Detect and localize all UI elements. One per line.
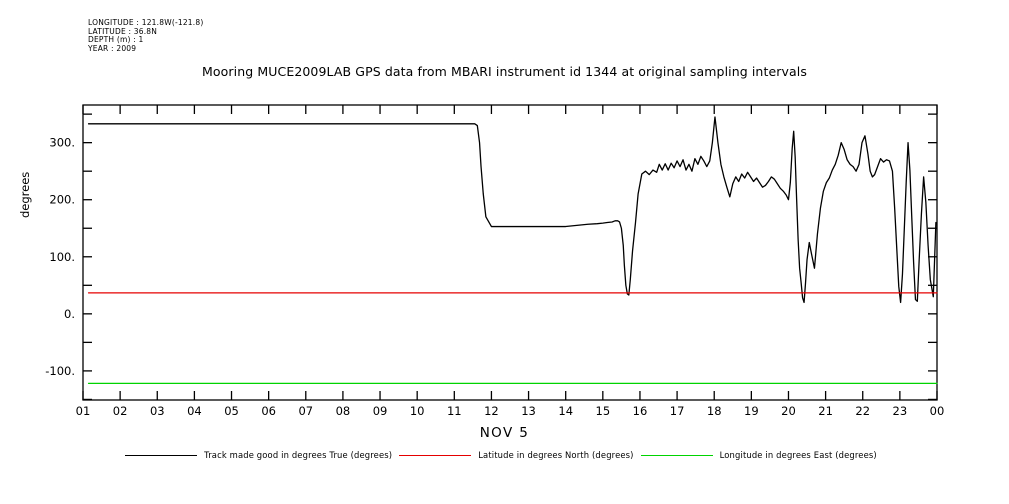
x-axis-tick-label: 23 — [893, 404, 908, 418]
y-axis-tick-label: 300. — [49, 136, 75, 150]
x-axis-label: NOV 5 — [479, 425, 530, 441]
x-axis-tick-label: 06 — [261, 404, 276, 418]
metadata-year: YEAR : 2009 — [88, 43, 137, 53]
x-axis-tick-label: 21 — [818, 404, 833, 418]
x-axis-tick-label: 20 — [781, 404, 796, 418]
x-axis-tick-label: 11 — [447, 404, 462, 418]
data-series-line — [87, 116, 937, 304]
x-axis-tick-label: 13 — [521, 404, 536, 418]
y-axis-tick-label: -100. — [45, 364, 75, 378]
legend-color-swatch — [125, 454, 198, 456]
series-group — [87, 116, 938, 384]
y-axis-tick-label: 200. — [49, 193, 75, 207]
x-axis-tick-label: 08 — [336, 404, 351, 418]
x-axis-tick-label: 15 — [596, 404, 611, 418]
x-axis-tick-label: 09 — [373, 404, 388, 418]
legend-label: Track made good in degrees True (degrees… — [204, 450, 393, 460]
legend-color-swatch — [399, 454, 472, 456]
x-axis-tick-label: 10 — [410, 404, 425, 418]
x-axis-tick-label: 03 — [150, 404, 165, 418]
x-axis-tick-label: 01 — [76, 404, 91, 418]
legend-item: Track made good in degrees True (degrees… — [125, 450, 399, 460]
x-axis-tick-label: 14 — [558, 404, 573, 418]
x-axis-tick-label: 00 — [930, 404, 945, 418]
legend-item: Latitude in degrees North (degrees) — [399, 450, 640, 460]
y-axis-tick-label: 0. — [64, 307, 75, 321]
x-axis-tick-label: 05 — [224, 404, 239, 418]
x-axis-tick-label: 02 — [113, 404, 128, 418]
legend-label: Longitude in degrees East (degrees) — [719, 450, 877, 460]
x-axis-tick-label: 22 — [855, 404, 870, 418]
plot-frame — [82, 104, 938, 401]
x-axis-tick-label: 17 — [670, 404, 685, 418]
tick-label-group: 300. 200. 100. 0. -100. 01 02 03 04 05 06 07 08 09 10 1… — [45, 136, 944, 418]
legend-color-swatch — [640, 454, 713, 456]
y-axis-tick-label: 100. — [49, 250, 75, 264]
legend-item: Longitude in degrees East (degrees) — [640, 450, 884, 460]
x-axis-tick-label: 16 — [633, 404, 648, 418]
metadata-longitude: LONGITUDE : 121.8W(-121.8) — [88, 18, 204, 27]
legend-label: Latitude in degrees North (degrees) — [478, 450, 634, 460]
axes-group — [82, 104, 938, 401]
chart-title: Mooring MUCE2009LAB GPS data from MBARI … — [202, 64, 807, 79]
metadata-latitude: LATITUDE : 36.8N — [88, 26, 158, 36]
y-axis-label: degrees — [18, 171, 32, 218]
x-axis-tick-label: 12 — [484, 404, 499, 418]
x-axis-tick-label: 07 — [298, 404, 313, 418]
x-axis-tick-label: 18 — [707, 404, 722, 418]
chart-legend: Track made good in degrees True (degrees… — [0, 450, 1009, 460]
x-axis-tick-label: 19 — [744, 404, 759, 418]
x-axis-tick-label: 04 — [187, 404, 202, 418]
metadata-depth: DEPTH (m) : 1 — [88, 35, 144, 45]
metadata-block: LONGITUDE : 121.8W(-121.8) LATITUDE : 36… — [88, 18, 204, 53]
